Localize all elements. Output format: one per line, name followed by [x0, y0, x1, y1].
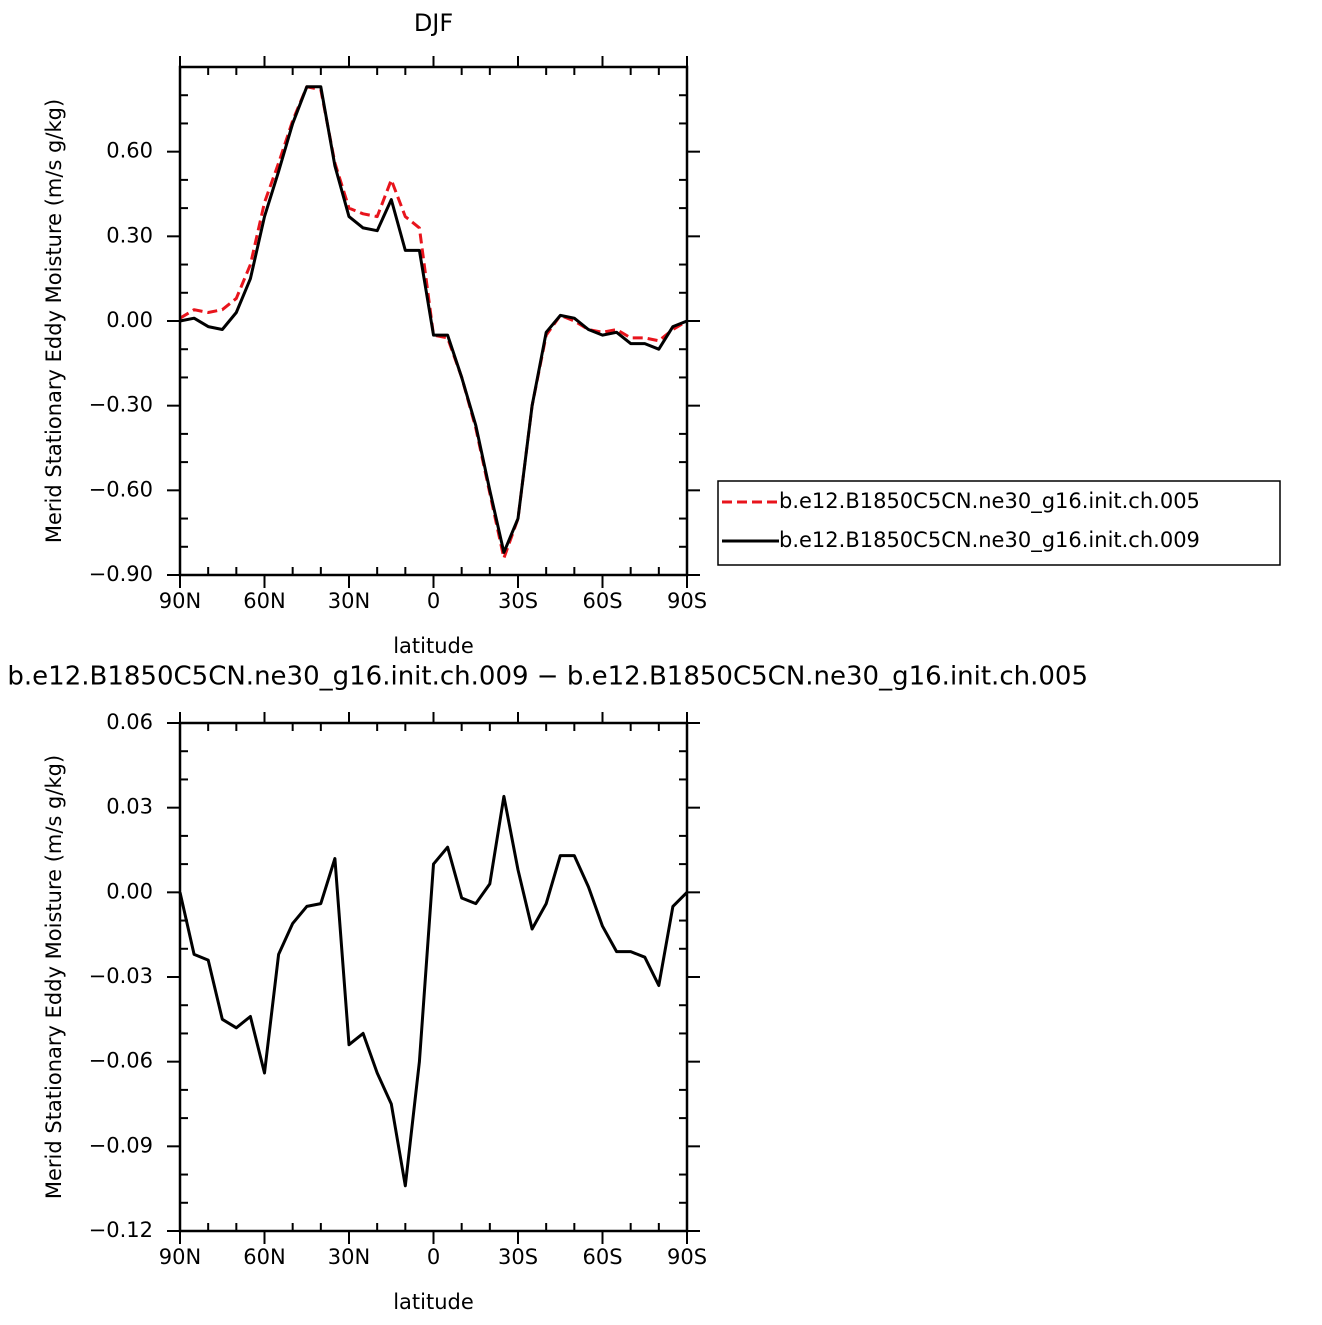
y-tick-label: 0.00 — [106, 879, 153, 903]
y-axis-label: Merid Stationary Eddy Moisture (m/s g/kg… — [42, 755, 66, 1199]
y-tick-label: 0.06 — [106, 710, 153, 734]
y-axis-label: Merid Stationary Eddy Moisture (m/s g/kg… — [42, 99, 66, 543]
x-axis-label: latitude — [393, 1290, 474, 1314]
y-tick-label: −0.30 — [89, 393, 153, 417]
x-tick-label: 30S — [498, 1245, 538, 1269]
legend-label: b.e12.B1850C5CN.ne30_g16.init.ch.009 — [779, 528, 1200, 553]
y-tick-label: −0.03 — [89, 964, 153, 988]
series-line — [179, 85, 688, 560]
legend-box — [717, 480, 1281, 566]
x-tick-label: 30N — [328, 589, 370, 613]
y-tick-label: −0.90 — [89, 562, 153, 586]
x-tick-label: 90N — [159, 589, 201, 613]
y-tick-label: −0.09 — [89, 1133, 153, 1157]
chart-title: DJF — [414, 9, 453, 37]
legend-label: b.e12.B1850C5CN.ne30_g16.init.ch.005 — [779, 489, 1200, 514]
x-tick-label: 60S — [582, 1245, 622, 1269]
x-tick-label: 30N — [328, 1245, 370, 1269]
chart-title: b.e12.B1850C5CN.ne30_g16.init.ch.009 − b… — [7, 662, 1088, 692]
x-tick-label: 60S — [582, 589, 622, 613]
x-axis-label: latitude — [393, 634, 474, 658]
x-tick-label: 60N — [243, 1245, 285, 1269]
x-tick-label: 60N — [243, 589, 285, 613]
y-tick-label: 0.30 — [106, 223, 153, 247]
plot-frame — [178, 721, 689, 1233]
y-tick-label: 0.03 — [106, 795, 153, 819]
y-tick-label: −0.60 — [89, 477, 153, 501]
y-tick-label: −0.06 — [89, 1049, 153, 1073]
x-tick-label: 90S — [667, 1245, 707, 1269]
x-tick-label: 0 — [427, 1245, 440, 1269]
series-line — [178, 794, 689, 1188]
y-tick-label: 0.00 — [106, 308, 153, 332]
x-tick-label: 0 — [427, 589, 440, 613]
x-tick-label: 30S — [498, 589, 538, 613]
x-tick-label: 90N — [159, 1245, 201, 1269]
x-tick-label: 90S — [667, 589, 707, 613]
plot-frame — [178, 65, 689, 577]
series-line — [179, 85, 688, 554]
y-tick-label: −0.12 — [89, 1218, 153, 1242]
y-tick-label: 0.60 — [106, 139, 153, 163]
